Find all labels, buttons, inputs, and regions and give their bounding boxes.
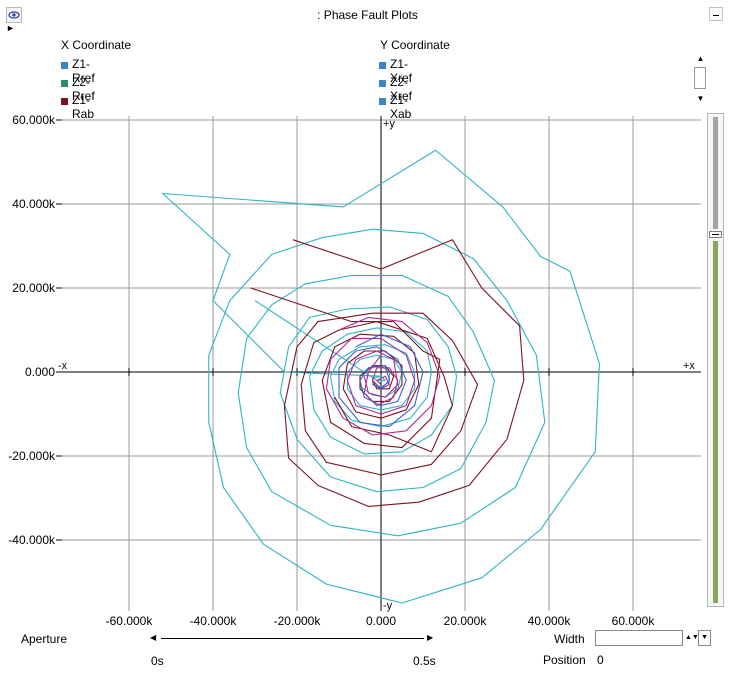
vertical-scale-slider[interactable] <box>707 113 724 607</box>
width-spinner[interactable]: ▲▼ <box>685 634 699 641</box>
x-tick-label: 40.000k <box>528 614 572 628</box>
window-title: : Phase Fault Plots <box>317 8 418 22</box>
x-tick-label: -60.000k <box>106 614 154 628</box>
pin-arrow-icon[interactable]: ► <box>6 23 15 33</box>
width-dropdown-icon[interactable]: ▼ <box>698 630 711 646</box>
legend-swatch <box>379 62 386 69</box>
scale-range-upper <box>713 117 718 229</box>
series-line-2 <box>363 354 399 407</box>
x-coordinate-heading: X Coordinate <box>61 38 132 52</box>
slider-track[interactable] <box>161 638 424 639</box>
aperture-slider[interactable]: ◀ ▶ <box>149 631 436 646</box>
legend-label: Z1-Rab <box>72 93 95 121</box>
minimize-icon <box>713 15 719 16</box>
legend-swatch <box>379 98 386 105</box>
y-tick-label: -20.000k <box>8 449 56 463</box>
y-tick-label: 60.000k <box>12 113 56 127</box>
aperture-label: Aperture <box>21 632 68 646</box>
width-label: Width <box>554 632 585 646</box>
minus-y-label: -y <box>383 600 393 612</box>
legend-label: Z2-Xref <box>390 75 413 103</box>
slider-left-icon[interactable]: ◀ <box>150 633 157 642</box>
x-tick-label: 0.000 <box>366 614 396 628</box>
slider-right-icon[interactable]: ▶ <box>427 633 434 642</box>
y-tick-label: -40.000k <box>8 533 56 547</box>
x-tick-label: 20.000k <box>444 614 488 628</box>
series-line-2-ring <box>325 316 441 436</box>
legend-label: Z1-Xref <box>390 57 413 85</box>
width-input[interactable] <box>595 630 683 646</box>
series-line-1-outer <box>283 239 525 507</box>
time-end-label: 0.5s <box>413 654 436 668</box>
x-tick-label: -20.000k <box>274 614 322 628</box>
y-coordinate-heading: Y Coordinate <box>380 38 450 52</box>
scale-range-fill <box>713 241 718 603</box>
scroll-up-icon[interactable]: ▲ <box>696 54 705 63</box>
x-tick-label: -40.000k <box>190 614 238 628</box>
time-start-label: 0s <box>151 654 164 668</box>
legend-label: Z1-Xab <box>390 93 412 121</box>
y-tick-label: 0.000 <box>25 365 55 379</box>
legend-swatch <box>379 80 386 87</box>
legend-swatch <box>61 98 68 105</box>
app-icon[interactable] <box>6 7 22 23</box>
scroll-thumb[interactable] <box>694 67 706 89</box>
position-label: Position <box>543 653 586 667</box>
legend-swatch <box>61 80 68 87</box>
legend-label: Z1-Rref <box>72 57 95 85</box>
minimize-button[interactable] <box>709 7 723 21</box>
legend-label: Z2-Rref <box>72 75 95 103</box>
minus-x-label: -x <box>58 360 68 372</box>
y-tick-label: 40.000k <box>12 197 56 211</box>
settings-app-icon <box>8 11 20 19</box>
legend-swatch <box>61 62 68 69</box>
legend-scrollbar[interactable]: ▲ ▼ <box>693 53 708 105</box>
series-line-3 <box>338 333 424 428</box>
x-tick-label: 60.000k <box>612 614 656 628</box>
plus-y-label: +y <box>383 118 395 130</box>
series-line-1 <box>250 287 441 449</box>
scale-handle[interactable] <box>709 231 722 238</box>
series-line-0-arm <box>162 192 382 377</box>
scroll-down-icon[interactable]: ▼ <box>696 94 705 103</box>
position-value: 0 <box>597 653 604 667</box>
y-tick-label: 20.000k <box>12 281 56 295</box>
plus-x-label: +x <box>683 360 695 372</box>
